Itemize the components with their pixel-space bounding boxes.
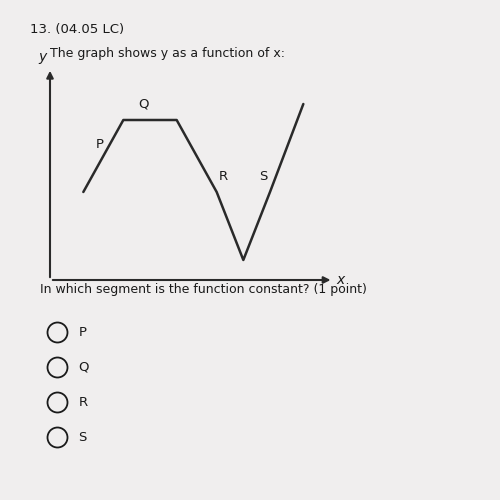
Text: In which segment is the function constant? (1 point): In which segment is the function constan… (40, 282, 367, 296)
Text: 13. (04.05 LC): 13. (04.05 LC) (30, 22, 124, 36)
Text: R: R (78, 396, 88, 409)
Text: P: P (96, 138, 104, 150)
Text: P: P (78, 326, 86, 339)
Text: y: y (38, 50, 46, 64)
Text: Q: Q (78, 361, 89, 374)
Text: The graph shows y as a function of x:: The graph shows y as a function of x: (50, 48, 285, 60)
Text: S: S (259, 170, 268, 182)
Text: R: R (219, 170, 228, 182)
Text: x: x (336, 273, 345, 287)
Text: Q: Q (138, 98, 148, 110)
Text: S: S (78, 431, 87, 444)
